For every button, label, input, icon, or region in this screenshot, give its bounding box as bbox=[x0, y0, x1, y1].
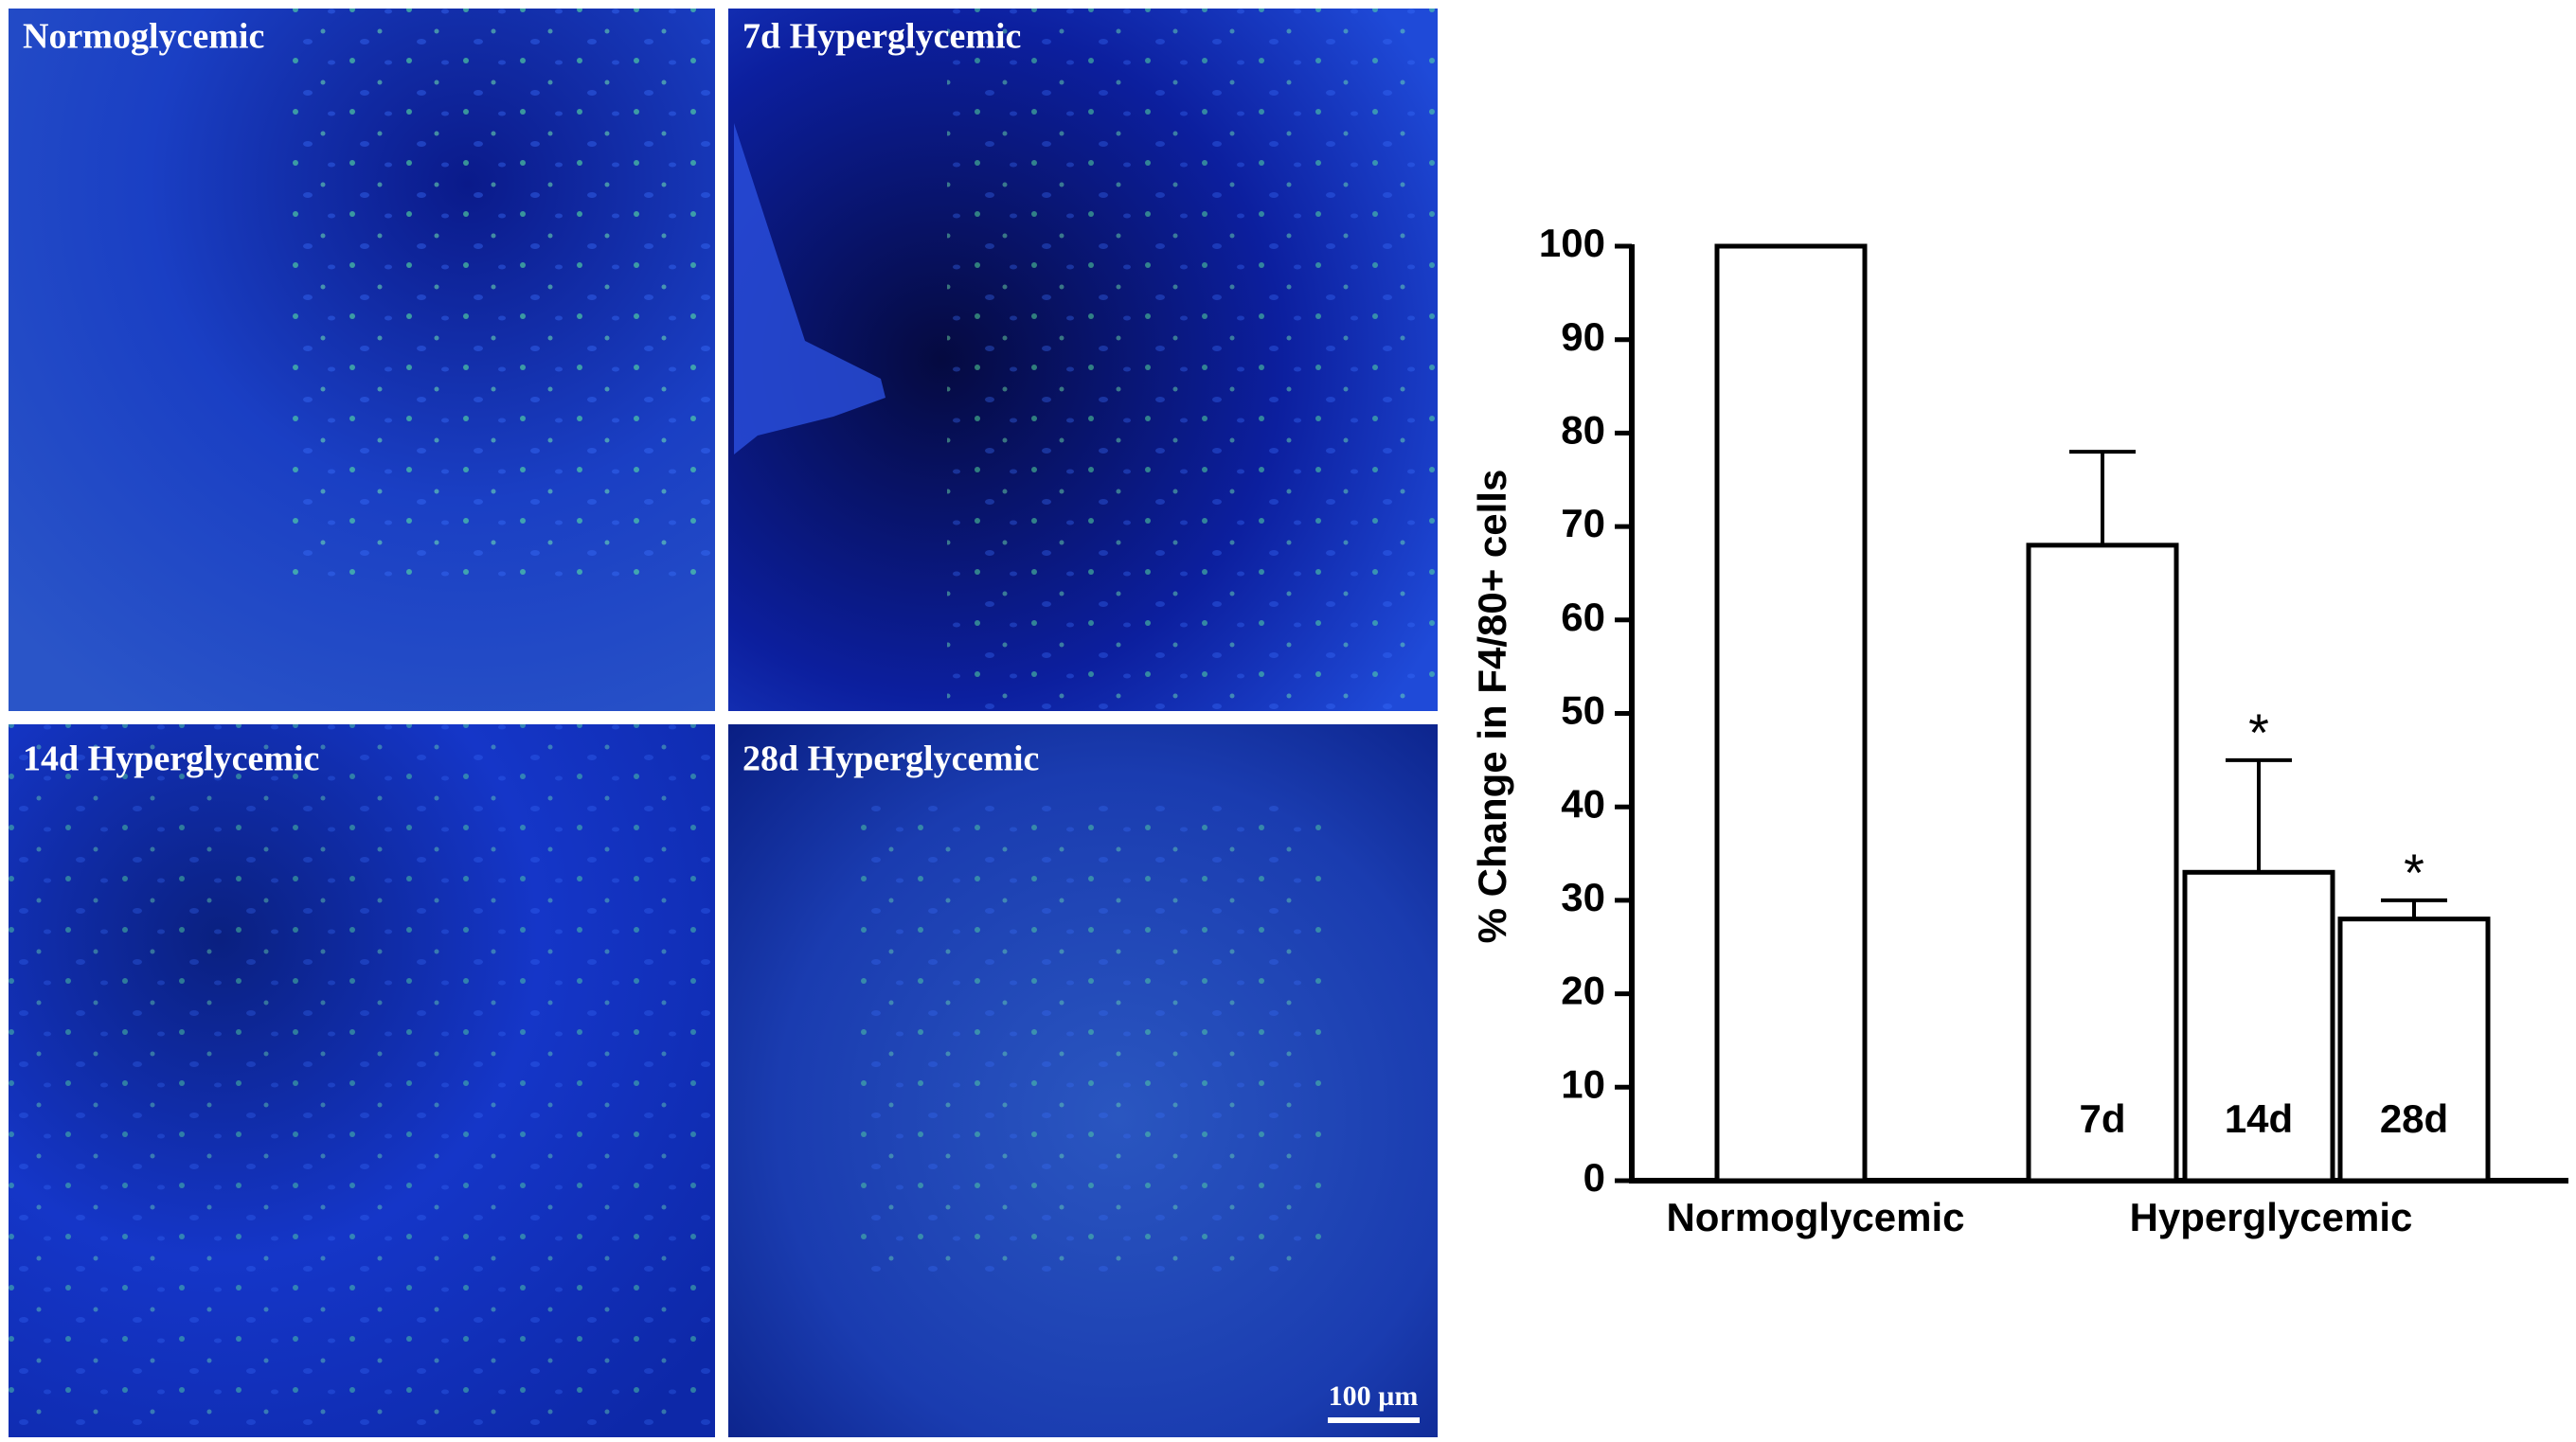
bar-label: 14d bbox=[2225, 1096, 2293, 1141]
bar bbox=[2182, 869, 2335, 1184]
y-tick-label: 70 bbox=[1561, 501, 1605, 545]
bar-label: 7d bbox=[2079, 1096, 2125, 1141]
y-tick-label: 50 bbox=[1561, 688, 1605, 733]
y-tick-label: 80 bbox=[1561, 407, 1605, 452]
bar bbox=[1714, 243, 1868, 1184]
group-label: Hyperglycemic bbox=[2130, 1195, 2413, 1239]
error-bar bbox=[2226, 757, 2292, 873]
y-tick-label: 10 bbox=[1561, 1061, 1605, 1106]
scale-bar-label: 100 µm bbox=[1329, 1380, 1419, 1412]
bar bbox=[2026, 543, 2179, 1184]
panel: 7d Hyperglycemic bbox=[728, 9, 1438, 711]
panel-label: 28d Hyperglycemic bbox=[742, 739, 1039, 779]
bar-label: 28d bbox=[2380, 1096, 2448, 1141]
y-axis-label: % Change in F4/80+ cells bbox=[1470, 470, 1514, 944]
y-tick-label: 20 bbox=[1561, 969, 1605, 1013]
y-tick-label: 90 bbox=[1561, 314, 1605, 359]
bar bbox=[2337, 917, 2491, 1184]
significance: * bbox=[2404, 843, 2424, 902]
y-tick-label: 30 bbox=[1561, 875, 1605, 919]
y-tick-label: 100 bbox=[1539, 221, 1605, 265]
y-tick-label: 40 bbox=[1561, 781, 1605, 826]
panel: Normoglycemic bbox=[9, 9, 715, 711]
panel-label: 7d Hyperglycemic bbox=[742, 17, 1021, 57]
panel: 14d Hyperglycemic bbox=[9, 724, 715, 1437]
panel: 28d Hyperglycemic 100 µm bbox=[728, 724, 1438, 1437]
y-tick-label: 0 bbox=[1583, 1155, 1605, 1200]
error-bar bbox=[2069, 450, 2136, 545]
y-tick-label: 60 bbox=[1561, 595, 1605, 639]
panel-label: Normoglycemic bbox=[23, 17, 264, 57]
group-label: Normoglycemic bbox=[1666, 1195, 1964, 1239]
error-bar bbox=[2381, 898, 2447, 919]
panel-label: 14d Hyperglycemic bbox=[23, 739, 319, 779]
significance: * bbox=[2248, 703, 2269, 762]
